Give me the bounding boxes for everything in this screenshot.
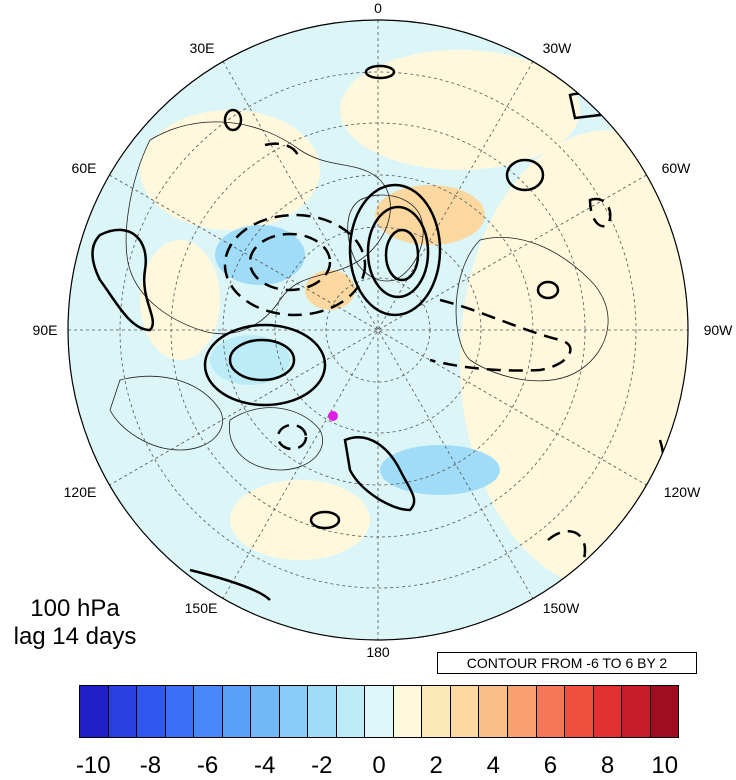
colorbar-box: [479, 686, 508, 737]
colorbar-tick-label: -10: [75, 752, 111, 779]
colorbar-box: [565, 686, 594, 737]
lon-label-120w: 120W: [663, 484, 701, 500]
colorbar-tick-label: -2: [311, 752, 333, 779]
colorbar-tick-label: -6: [196, 752, 219, 779]
lon-label-90w: 90W: [703, 322, 733, 338]
colorbar-tick-label: 4: [486, 752, 500, 779]
colorbar: [79, 685, 679, 738]
contour-info-box: CONTOUR FROM -6 TO 6 BY 2: [437, 652, 697, 674]
reference-point-marker: [328, 411, 338, 421]
lon-label-60w: 60W: [661, 160, 691, 176]
colorbar-tick-label: 0: [372, 752, 386, 779]
colorbar-box: [450, 686, 480, 737]
lon-label-90e: 90E: [32, 322, 58, 338]
graticule: [68, 20, 688, 640]
colorbar-tick-label: 6: [543, 752, 558, 779]
colorbar-box: [422, 686, 451, 737]
colorbar-box: [650, 686, 679, 737]
colorbar-box: [365, 686, 394, 737]
colorbar-box: [137, 686, 166, 737]
map-border: [67, 19, 689, 641]
colorbar-box: [308, 686, 337, 737]
colorbar-box: [279, 686, 309, 737]
colorbar-box: [622, 686, 651, 737]
lon-label-60e: 60E: [71, 160, 97, 176]
lon-label-180: 180: [366, 644, 390, 660]
plot-title-lag: lag 14 days: [13, 623, 137, 650]
lon-label-150e: 150E: [184, 600, 218, 616]
colorbar-box: [336, 686, 366, 737]
colorbar-box: [80, 686, 109, 737]
colorbar-box: [251, 686, 280, 737]
colorbar-box: [194, 686, 223, 737]
lon-label-120e: 120E: [63, 484, 97, 500]
colorbar-box: [507, 686, 537, 737]
plot-title-level: 100 hPa: [30, 595, 120, 622]
colorbar-box: [222, 686, 252, 737]
height-contours: [91, 64, 666, 601]
colorbar-box: [593, 686, 623, 737]
colorbar-tick-label: 2: [429, 752, 443, 779]
lon-label-30e: 30E: [189, 40, 215, 56]
colorbar-tick-label: -8: [139, 752, 162, 779]
colorbar-box: [108, 686, 138, 737]
lon-label-0: 0: [374, 0, 382, 16]
colorbar-box: [165, 686, 195, 737]
colorbar-tick-label: 10: [651, 752, 679, 779]
colorbar-box: [536, 686, 566, 737]
lon-label-150w: 150W: [542, 600, 580, 616]
colorbar-tick-label: 8: [600, 752, 615, 779]
lon-label-30w: 30W: [542, 40, 572, 56]
colorbar-box: [393, 686, 423, 737]
colorbar-tick-label: -4: [254, 752, 276, 779]
